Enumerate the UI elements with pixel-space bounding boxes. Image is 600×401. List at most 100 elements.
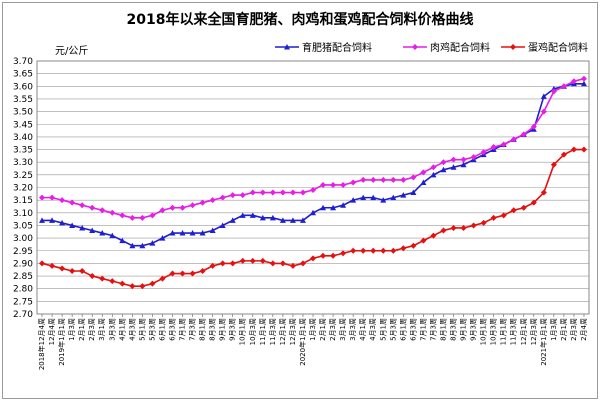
data-point xyxy=(450,164,457,170)
data-point xyxy=(530,199,537,206)
data-point xyxy=(430,171,437,178)
x-tick-label: 8月3周 xyxy=(450,318,458,341)
data-point xyxy=(470,222,477,229)
data-point xyxy=(520,131,527,138)
x-tick-label: 4月1周 xyxy=(359,318,367,341)
data-point xyxy=(69,222,76,228)
legend: 育肥猪配合饲料 肉鸡配合饲料 蛋鸡配合饲料 xyxy=(275,41,588,54)
data-point xyxy=(500,141,507,148)
data-point xyxy=(259,189,266,196)
y-tick-label: 3.65 xyxy=(13,70,33,80)
x-tick-label: 2月1周 xyxy=(78,318,86,341)
legend-label: 肉鸡配合饲料 xyxy=(430,41,490,54)
data-point xyxy=(149,240,156,246)
legend-label: 育肥猪配合饲料 xyxy=(302,41,372,54)
x-tick-label: 3月1周 xyxy=(98,318,106,341)
plot-area xyxy=(36,60,590,315)
x-tick-label: 12月3周 xyxy=(530,318,538,345)
series-group xyxy=(39,75,587,290)
legend-item: 蛋鸡配合饲料 xyxy=(501,41,588,54)
y-tick-label: 2.75 xyxy=(13,297,33,307)
data-point xyxy=(249,257,256,264)
x-tick-label: 3月3周 xyxy=(349,318,357,341)
data-point xyxy=(159,207,166,214)
data-point xyxy=(159,235,166,241)
series-2 xyxy=(39,75,587,221)
data-point xyxy=(209,262,216,269)
data-point xyxy=(119,212,126,219)
x-tick-label: 9月1周 xyxy=(219,318,227,341)
data-point xyxy=(350,179,357,186)
series-3 xyxy=(39,146,587,290)
data-point xyxy=(49,217,56,223)
x-tick-label: 11月1周 xyxy=(500,318,508,345)
data-point xyxy=(229,260,236,267)
x-tick-label: 5月3周 xyxy=(148,318,156,341)
data-point xyxy=(299,260,306,267)
data-point xyxy=(570,78,577,85)
data-point xyxy=(480,149,487,156)
x-tick-label: 5月1周 xyxy=(138,318,146,341)
data-point xyxy=(320,181,327,188)
data-point xyxy=(350,197,357,203)
data-point xyxy=(540,189,547,196)
data-point xyxy=(400,245,407,252)
data-point xyxy=(209,227,216,234)
data-point xyxy=(119,280,126,287)
y-tick-label: 3.30 xyxy=(13,158,33,168)
x-tick-label: 2019年1月1周 xyxy=(57,318,66,366)
x-tick-label: 2月3周 xyxy=(329,318,337,341)
y-axis-ticks: 2.70 2.75 2.80 2.85 2.90 2.95 3.00 3.05 3.10 3.15… xyxy=(13,57,33,320)
data-point xyxy=(520,204,527,211)
data-point xyxy=(59,197,66,204)
x-tick-label: 12月1周 xyxy=(279,318,287,345)
data-point xyxy=(69,267,76,274)
legend-marker xyxy=(284,44,290,50)
data-point xyxy=(390,247,397,254)
data-point xyxy=(249,189,256,196)
data-point xyxy=(460,156,467,163)
data-point xyxy=(119,237,126,244)
data-point xyxy=(189,202,196,209)
data-point xyxy=(470,154,477,161)
data-point xyxy=(540,93,547,99)
data-point xyxy=(49,194,56,201)
data-point xyxy=(530,123,537,130)
data-point xyxy=(199,199,206,206)
data-point xyxy=(279,189,286,196)
data-point xyxy=(450,224,457,231)
data-point xyxy=(169,270,176,277)
data-point xyxy=(450,156,457,163)
x-tick-label: 6月3周 xyxy=(409,318,417,341)
y-tick-label: 2.80 xyxy=(13,285,33,295)
data-point xyxy=(139,242,146,249)
y-tick-label: 3.55 xyxy=(13,95,33,105)
data-point xyxy=(249,212,256,218)
data-point xyxy=(99,275,106,282)
data-point xyxy=(380,247,387,254)
data-point xyxy=(340,202,347,208)
data-point xyxy=(560,83,567,90)
data-point xyxy=(289,189,296,196)
data-point xyxy=(219,194,226,201)
data-point xyxy=(400,192,407,198)
y-tick-label: 3.50 xyxy=(13,108,33,118)
data-point xyxy=(239,257,246,264)
data-point xyxy=(390,176,397,183)
data-point xyxy=(39,260,46,267)
data-point xyxy=(39,194,46,201)
x-tick-label: 6月1周 xyxy=(399,318,407,341)
data-point xyxy=(500,212,507,219)
y-tick-label: 2.70 xyxy=(13,310,33,320)
y-tick-label: 3.10 xyxy=(13,209,33,219)
data-point xyxy=(289,262,296,269)
x-tick-label: 5月1周 xyxy=(379,318,387,341)
data-point xyxy=(400,176,407,183)
x-tick-label: 3月1周 xyxy=(339,318,347,341)
data-point xyxy=(89,227,96,234)
x-tick-label: 10月1周 xyxy=(480,318,488,345)
data-point xyxy=(490,144,497,151)
legend-marker xyxy=(510,44,516,50)
data-point xyxy=(269,214,276,221)
